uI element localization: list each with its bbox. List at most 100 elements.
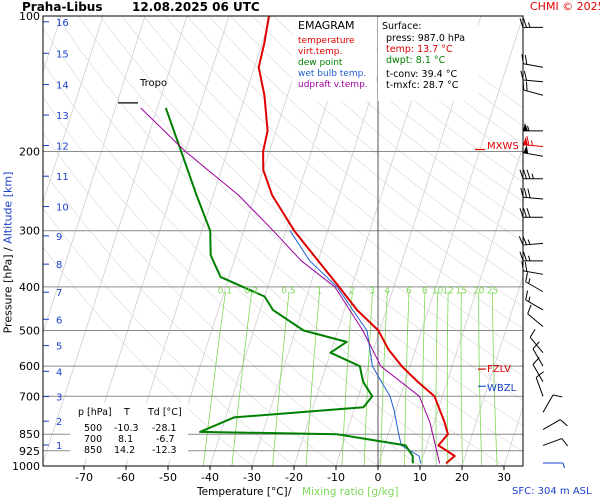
isotherm-line (546, 16, 600, 466)
altitude-tick-label: 2 (56, 417, 62, 428)
tropopause-label: Tropo (140, 78, 168, 89)
altitude-tick-label: 13 (56, 111, 69, 122)
table-row-2-t: 8.1 (118, 434, 134, 445)
wind-barb (523, 145, 544, 157)
pressure-tick-label: 600 (19, 360, 40, 373)
wind-barb-full (526, 208, 531, 218)
wind-barb (521, 261, 544, 275)
temperature-tick-label: -70 (75, 471, 93, 484)
temperature-tick-label: -10 (327, 471, 345, 484)
pressure-tick-label: 850 (19, 428, 40, 441)
wind-barb-full (523, 169, 527, 179)
altitude-tick-label: 3 (56, 393, 62, 404)
table-row-3-td: -12.3 (152, 445, 177, 456)
wind-barb (532, 341, 544, 367)
wind-barb-staff (535, 377, 544, 397)
temperature-tick-label: -40 (201, 471, 219, 484)
dry-adiabat (295, 16, 523, 202)
wind-barb (527, 304, 544, 327)
temperature-tick-label: 0 (375, 471, 382, 484)
dry-adiabat (273, 16, 523, 222)
x-axis-title-sep: / (288, 486, 292, 498)
mixing-ratio-line (446, 291, 449, 466)
wind-barb-full (527, 188, 531, 198)
mixing-ratio-line (492, 291, 498, 466)
wind-barb (532, 357, 544, 383)
temperature-tick-label: 20 (455, 471, 469, 484)
profile-lines (140, 16, 456, 465)
wind-barb-full (526, 135, 530, 146)
wind-barb-half (562, 462, 565, 469)
isotherm-line (461, 275, 523, 466)
mixing-ratio-line (478, 291, 483, 466)
isotherm-line (43, 16, 188, 465)
altitude-tick-label: 5 (56, 342, 62, 353)
surface-dwpt: dwpt: 8.1 °C (386, 55, 446, 66)
series-line-udpraft-v-temp- (140, 107, 441, 464)
isotherm-line (419, 145, 523, 466)
table-row-1-td: -28.1 (152, 423, 177, 434)
dry-adiabat (164, 16, 523, 330)
wind-barb (525, 290, 544, 311)
pressure-tick-label: 500 (19, 325, 40, 338)
wind-barb-half (528, 255, 531, 261)
table-row-1-p: 500 (84, 423, 103, 434)
wind-barb (519, 208, 543, 218)
wind-barb-full (525, 81, 528, 92)
isotherm-line (43, 16, 104, 204)
surface-info: Surface: press: 987.0 hPa temp: 13.7 °C … (378, 17, 478, 101)
wind-barb (542, 438, 569, 447)
wind-barb-full (523, 70, 528, 81)
altitude-tick-label: 14 (56, 81, 69, 92)
isotherm-line (167, 16, 314, 466)
wind-barb (520, 70, 544, 83)
legend: EMAGRAM temperature virt.temp. dew point… (292, 17, 376, 101)
x-axis-title-temperature: Temperature [°C] (197, 486, 288, 498)
mixing-ratio-line (231, 291, 253, 466)
altitude-tick-label: 15 (56, 49, 69, 60)
mixing-ratio-line (272, 291, 290, 466)
wind-barb (523, 135, 544, 148)
wind-barb-pennant (523, 136, 529, 146)
dry-adiabat (208, 16, 523, 285)
y-axis-sep: / (1, 243, 15, 251)
table-row-3-t: 14.2 (114, 445, 136, 456)
altitude-tick-label: 7 (56, 288, 62, 299)
temperature-tick-label: -50 (159, 471, 177, 484)
legend-item-wet-bulb: wet bulb temp. (298, 69, 367, 79)
wind-barb-staff (527, 313, 544, 327)
table-row-2-p: 700 (84, 434, 103, 445)
wind-barb-full (523, 188, 528, 198)
wind-barb-half (527, 239, 531, 245)
series-line-temperature (257, 16, 456, 465)
altitude-tick-label: 8 (56, 260, 62, 271)
altitude-tick-label: 11 (56, 172, 69, 183)
dry-adiabat (230, 16, 523, 264)
level-markers (118, 102, 486, 387)
series-line-dew-point (164, 107, 414, 464)
x-axis-title-mixing: Mixing ratio [g/kg] (302, 486, 399, 498)
plot-frame (42, 15, 524, 467)
wind-barb-staff (523, 152, 544, 157)
wind-barb-half (530, 140, 534, 146)
mixing-ratio-line (363, 291, 373, 466)
wind-barb (529, 329, 544, 354)
wind-barb-pennant (523, 122, 528, 131)
wind-barb-half (528, 296, 531, 302)
table-row-1-t: -10.3 (114, 423, 139, 434)
wind-barb-full (532, 357, 540, 365)
table-header-t: T (124, 407, 130, 418)
wind-barb-staff (523, 144, 544, 148)
mixing-ratio-label: 3 (369, 286, 375, 296)
y-axis-pressure-label: Pressure [hPa] (1, 254, 15, 334)
wind-barb-half (531, 173, 534, 179)
pressure-tick-label: 1000 (12, 460, 40, 473)
wbzl-label: WBZL (487, 383, 517, 394)
mixing-ratio-label: 10 (432, 286, 444, 296)
wind-barb (520, 187, 544, 200)
pressure-tick-label: 700 (19, 390, 40, 403)
wind-barb-full (523, 18, 527, 28)
wind-barb-full (526, 169, 531, 179)
wind-barbs (518, 18, 569, 469)
wind-barb (535, 371, 544, 397)
